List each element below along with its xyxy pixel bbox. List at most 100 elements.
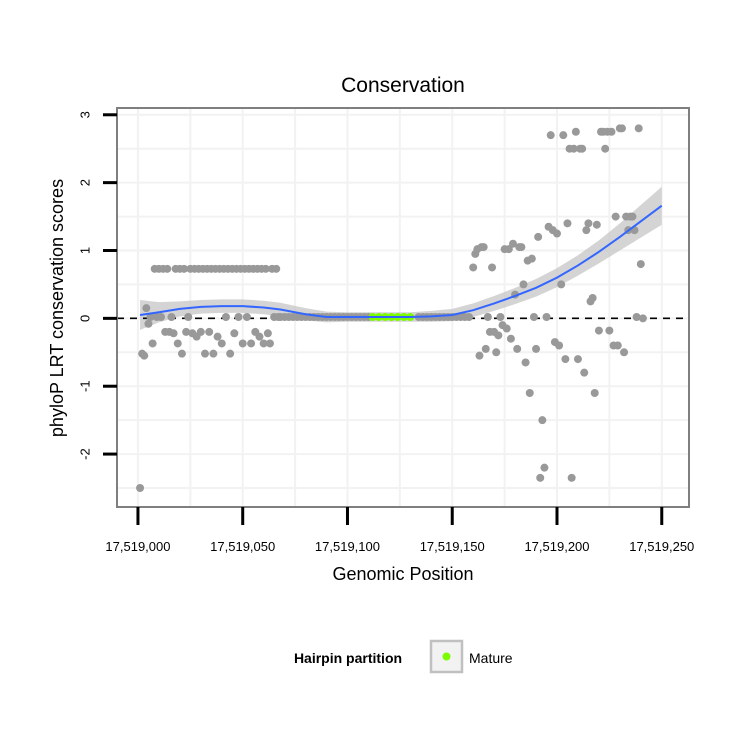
data-point: [509, 239, 517, 248]
data-point: [226, 349, 235, 358]
data-point: [177, 349, 186, 358]
data-point: [475, 351, 484, 360]
x-tick-label: 17,519,200: [524, 539, 589, 554]
data-point: [592, 220, 601, 229]
data-point: [492, 348, 501, 357]
data-point: [538, 416, 547, 425]
data-point: [638, 314, 647, 323]
data-point: [167, 313, 176, 321]
data-point: [265, 339, 274, 348]
legend: Hairpin partition Mature: [294, 639, 513, 674]
data-point: [561, 355, 570, 364]
data-point: [242, 313, 251, 321]
x-tick-label: 17,519,150: [420, 539, 485, 554]
data-point: [513, 344, 522, 353]
plot-panel: [116, 107, 690, 508]
data-point: [169, 329, 178, 338]
data-point: [146, 313, 155, 321]
data-point: [205, 327, 214, 336]
x-axis: 17,519,000 17,519,050 17,519,100 17,519,150…: [105, 507, 694, 554]
data-point: [173, 339, 182, 348]
data-point: [527, 254, 536, 263]
score-points: [136, 124, 647, 492]
data-point: [263, 329, 272, 338]
x-tick-label: 17,519,100: [315, 539, 380, 554]
data-point: [157, 313, 165, 321]
data-point: [525, 389, 534, 397]
data-point: [136, 484, 145, 492]
y-axis: 3 2 1 0 -1 -2: [77, 111, 117, 460]
data-point: [140, 351, 149, 360]
data-point: [502, 324, 511, 333]
legend-title: Hairpin partition: [294, 650, 402, 666]
data-point: [536, 473, 545, 482]
data-point: [540, 463, 549, 472]
data-point: [261, 264, 270, 273]
data-point: [217, 339, 226, 348]
data-point: [567, 473, 576, 482]
data-point: [628, 212, 637, 221]
data-point: [588, 294, 597, 302]
data-point: [601, 144, 610, 153]
data-point: [221, 313, 230, 321]
legend-mature-swatch: [442, 652, 451, 661]
y-tick-label: 2: [77, 179, 92, 186]
data-point: [496, 313, 505, 321]
data-point: [182, 327, 191, 336]
x-tick-label: 17,519,050: [210, 539, 275, 554]
data-point: [213, 332, 222, 341]
data-point: [563, 219, 572, 228]
data-point: [636, 260, 645, 269]
data-point: [529, 313, 538, 321]
data-point: [488, 263, 497, 272]
data-point: [534, 232, 543, 241]
data-point: [234, 313, 243, 321]
y-tick-label: -1: [77, 380, 92, 392]
data-point: [259, 339, 268, 348]
data-point: [506, 334, 515, 343]
data-point: [144, 319, 153, 328]
data-point: [479, 243, 488, 252]
plot-border: [116, 107, 690, 508]
data-point: [571, 127, 580, 136]
data-point: [569, 144, 578, 153]
data-point: [634, 124, 643, 133]
data-point: [555, 341, 564, 350]
x-axis-title: Genomic Position: [332, 564, 473, 584]
x-tick-label: 17,519,250: [629, 539, 694, 554]
data-point: [611, 212, 620, 221]
data-point: [465, 313, 473, 321]
data-point: [590, 389, 599, 397]
data-point: [247, 339, 256, 348]
data-point: [521, 358, 530, 367]
data-point: [148, 339, 157, 348]
y-tick-label: -2: [77, 448, 92, 460]
chart-title: Conservation: [341, 74, 465, 97]
data-point: [163, 264, 172, 273]
data-point: [483, 313, 492, 321]
data-point: [201, 349, 209, 358]
data-point: [494, 331, 503, 340]
y-tick-label: 0: [77, 315, 92, 322]
data-point: [620, 348, 629, 357]
data-point: [142, 304, 151, 313]
data-point: [580, 368, 589, 377]
data-point: [517, 243, 526, 252]
data-point: [559, 131, 568, 140]
data-point: [605, 326, 614, 335]
data-point: [519, 280, 528, 289]
data-point: [542, 313, 551, 321]
data-point: [553, 229, 561, 238]
data-point: [557, 280, 566, 289]
data-point: [617, 124, 626, 133]
data-point: [532, 344, 541, 353]
confidence-band: [140, 186, 662, 330]
data-point: [255, 332, 264, 341]
y-tick-label: 1: [77, 247, 92, 254]
data-point: [594, 326, 603, 335]
data-point: [607, 127, 616, 136]
data-point: [180, 264, 189, 273]
data-point: [504, 245, 513, 254]
data-point: [578, 144, 587, 153]
